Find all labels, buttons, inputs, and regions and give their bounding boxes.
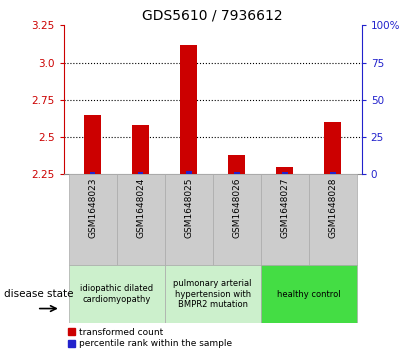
Text: GSM1648026: GSM1648026 — [232, 178, 241, 238]
Text: GSM1648024: GSM1648024 — [136, 178, 145, 238]
Text: idiopathic dilated
cardiomyopathy: idiopathic dilated cardiomyopathy — [80, 284, 153, 304]
Bar — [282, 172, 288, 174]
Bar — [186, 171, 192, 174]
Bar — [165, 174, 213, 265]
Bar — [165, 265, 261, 323]
Bar — [330, 172, 336, 174]
Text: GSM1648028: GSM1648028 — [328, 178, 337, 238]
Text: GSM1648023: GSM1648023 — [88, 178, 97, 238]
Title: GDS5610 / 7936612: GDS5610 / 7936612 — [142, 9, 283, 23]
Text: pulmonary arterial
hypertension with
BMPR2 mutation: pulmonary arterial hypertension with BMP… — [173, 279, 252, 309]
Bar — [261, 265, 357, 323]
Bar — [138, 172, 143, 174]
Legend: transformed count, percentile rank within the sample: transformed count, percentile rank withi… — [68, 327, 232, 348]
Text: GSM1648027: GSM1648027 — [280, 178, 289, 238]
Bar — [213, 174, 261, 265]
Bar — [117, 174, 165, 265]
Bar — [234, 172, 240, 174]
Bar — [90, 172, 95, 174]
Bar — [324, 122, 341, 174]
Bar — [309, 174, 357, 265]
Bar — [69, 265, 165, 323]
Bar — [84, 115, 101, 174]
Bar — [229, 155, 245, 174]
Bar — [276, 167, 293, 174]
Text: disease state: disease state — [4, 289, 74, 299]
Bar — [261, 174, 309, 265]
Bar — [69, 174, 117, 265]
Bar — [180, 45, 197, 174]
Text: healthy control: healthy control — [277, 290, 341, 298]
Bar — [132, 125, 149, 174]
Text: GSM1648025: GSM1648025 — [184, 178, 193, 238]
